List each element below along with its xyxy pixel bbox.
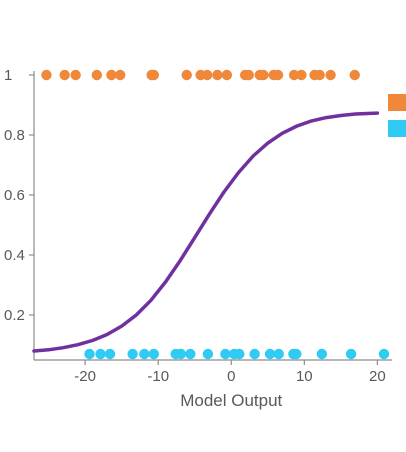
y-tick-label: 0.8: [4, 127, 25, 144]
y-tick-label: 1: [4, 67, 12, 84]
tick-marks: [29, 74, 378, 365]
data-point-series-1: [249, 348, 260, 360]
data-point-series-0: [115, 69, 126, 81]
data-point-series-1: [234, 348, 245, 360]
data-point-series-1: [139, 348, 150, 360]
data-point-series-1: [95, 348, 106, 360]
data-point-series-0: [314, 69, 325, 81]
x-tick-label: 20: [369, 368, 386, 385]
data-point-series-0: [258, 69, 269, 81]
data-point-series-0: [349, 69, 360, 81]
data-point-series-1: [104, 348, 116, 360]
legend-marker: [388, 120, 406, 137]
data-point-series-0: [272, 69, 284, 81]
x-tick-label: 0: [227, 368, 235, 385]
data-point-series-1: [175, 348, 187, 360]
data-point-series-1: [202, 348, 214, 360]
data-point-series-1: [316, 348, 328, 360]
data-point-series-0: [221, 69, 233, 81]
data-point-series-0: [148, 69, 160, 81]
data-point-series-0: [106, 69, 117, 81]
x-tick-label: 10: [296, 368, 313, 385]
data-point-series-0: [296, 69, 307, 81]
data-point-series-0: [91, 69, 103, 81]
axes: [33, 71, 392, 361]
y-tick-label: 0.2: [4, 307, 25, 324]
data-point-series-1: [345, 348, 357, 360]
fit-curve-line: [32, 111, 380, 353]
data-point-series-1: [185, 348, 196, 360]
data-point-series-1: [148, 348, 160, 360]
x-tick-label: -10: [147, 368, 169, 385]
y-tick-label: 0.4: [4, 247, 25, 264]
curve-layer: [32, 111, 380, 353]
data-point-series-0: [181, 69, 192, 81]
data-point-series-1: [220, 348, 231, 360]
data-point-series-0: [325, 69, 336, 81]
data-point-series-1: [291, 348, 302, 360]
data-point-series-1: [378, 348, 390, 360]
tick-labels: -20 -10 0 10 20 0.2 0.4 0.6 0.8 1: [4, 67, 386, 385]
data-point-series-0: [212, 69, 223, 81]
x-axis-title: Model Output: [180, 391, 282, 410]
data-point-series-1: [127, 348, 138, 360]
data-point-series-0: [70, 69, 81, 81]
data-point-series-1: [273, 348, 284, 360]
points-layer: [41, 69, 390, 360]
x-tick-label: -20: [74, 368, 96, 385]
data-point-series-0: [288, 69, 300, 81]
y-tick-label: 0.6: [4, 187, 25, 204]
data-point-series-0: [243, 69, 254, 81]
data-point-series-1: [264, 348, 276, 360]
legend-marker: [388, 94, 406, 111]
data-point-series-0: [41, 69, 52, 81]
data-point-series-1: [84, 348, 95, 360]
legend: [388, 94, 406, 137]
data-point-series-0: [59, 69, 70, 81]
data-point-series-0: [201, 69, 213, 81]
